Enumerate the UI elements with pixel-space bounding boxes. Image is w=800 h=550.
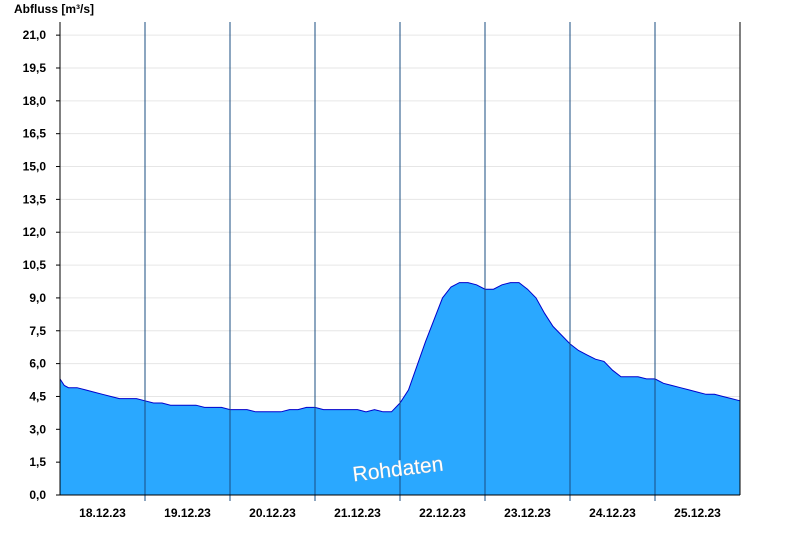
- y-tick-label: 13,5: [23, 192, 47, 206]
- y-tick-label: 19,5: [23, 61, 47, 75]
- x-tick-label: 24.12.23: [589, 506, 636, 520]
- y-tick-label: 4,5: [29, 389, 46, 403]
- y-tick-label: 7,5: [29, 324, 46, 338]
- y-tick-label: 12,0: [23, 225, 47, 239]
- discharge-line: [59, 282, 741, 413]
- x-tick-label: 19.12.23: [164, 506, 211, 520]
- y-tick-label: 0,0: [29, 488, 46, 502]
- y-tick-label: 1,5: [29, 455, 46, 469]
- y-axis-label: Abfluss [m³/s]: [14, 2, 94, 16]
- y-tick-label: 21,0: [23, 28, 47, 42]
- x-tick-label: 23.12.23: [504, 506, 551, 520]
- y-tick-label: 6,0: [29, 357, 46, 371]
- y-tick-label: 16,5: [23, 127, 47, 141]
- day-separators: [144, 22, 656, 501]
- y-tick-label: 9,0: [29, 291, 46, 305]
- x-tick-label: 21.12.23: [334, 506, 381, 520]
- x-tick-label: 20.12.23: [249, 506, 296, 520]
- y-ticks: 0,0 1,5 3,0 4,5 6,0 7,5 9,0 10,5 12,0 13,5 15,0 16,…: [23, 28, 60, 502]
- y-tick-label: 18,0: [23, 94, 47, 108]
- y-tick-label: 15,0: [23, 160, 47, 174]
- x-ticks: 18.12.23 19.12.23 20.12.23 21.12.23 22.12.23…: [79, 506, 721, 520]
- y-tick-label: 3,0: [29, 422, 46, 436]
- x-tick-label: 18.12.23: [79, 506, 126, 520]
- x-tick-label: 22.12.23: [419, 506, 466, 520]
- y-tick-label: 10,5: [23, 258, 47, 272]
- x-tick-label: 25.12.23: [674, 506, 721, 520]
